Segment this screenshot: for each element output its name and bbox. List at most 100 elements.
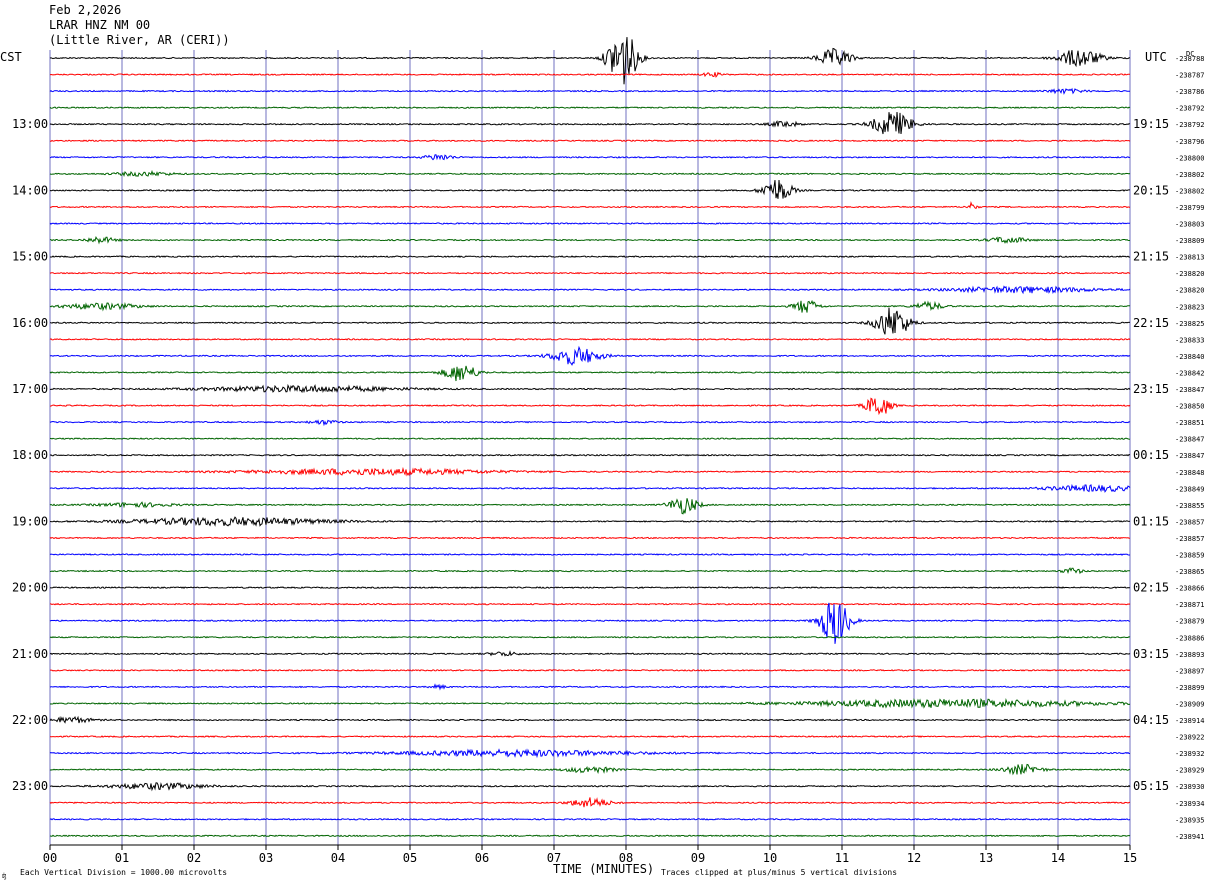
trace-offset-label: -238788 — [1175, 55, 1205, 63]
seismic-trace-line — [49, 748, 1130, 759]
trace-offset-label: -238865 — [1175, 568, 1205, 576]
station-location: (Little River, AR (CERI)) — [49, 33, 230, 47]
right-hour-label: 23:15 — [1133, 382, 1169, 396]
seismic-trace-line — [49, 466, 1131, 477]
left-hour-label: 16:00 — [12, 316, 48, 330]
right-hour-label: 05:15 — [1133, 779, 1169, 793]
trace-offset-label: -238833 — [1175, 336, 1205, 344]
trace-offset-label: -238823 — [1175, 303, 1205, 311]
vertical-division-note: Each Vertical Division = 1000.00 microvo… — [20, 868, 228, 877]
right-hour-label: 00:15 — [1133, 448, 1169, 462]
trace-offset-label: -238886 — [1175, 634, 1205, 642]
x-tick-label: 13 — [979, 851, 993, 865]
dc-label: DC — [1186, 50, 1195, 58]
clipping-note: Traces clipped at plus/minus 5 vertical … — [661, 868, 898, 877]
x-tick-label: 11 — [835, 851, 849, 865]
x-tick-label: 08 — [619, 851, 633, 865]
left-hour-label: 13:00 — [12, 117, 48, 131]
x-tick-label: 02 — [187, 851, 201, 865]
seismic-trace-line — [49, 834, 1131, 838]
trace-offset-label: -238786 — [1175, 88, 1205, 96]
x-axis-label: TIME (MINUTES) — [553, 862, 655, 876]
seismic-trace-line — [49, 71, 1131, 78]
trace-offset-label: -238802 — [1175, 171, 1205, 179]
seismic-trace-line — [49, 345, 1131, 366]
seismic-trace-line — [49, 179, 1130, 199]
seismic-trace-line — [49, 635, 1131, 639]
left-hour-label: 18:00 — [12, 448, 48, 462]
trace-offset-label: -238935 — [1175, 816, 1205, 824]
seismic-trace-line — [49, 683, 1131, 691]
left-hour-label: 15:00 — [12, 250, 48, 264]
left-hour-label: 23:00 — [12, 779, 48, 793]
trace-offset-label: -238851 — [1175, 419, 1205, 427]
seismic-trace-line — [49, 365, 1131, 382]
trace-offset-label: -238840 — [1175, 353, 1205, 361]
seismic-trace-line — [49, 338, 1131, 341]
seismic-trace-line — [50, 255, 1131, 258]
x-tick-label: 14 — [1051, 851, 1065, 865]
right-timezone-label: UTC — [1145, 50, 1167, 64]
trace-offset-label: -238796 — [1175, 138, 1205, 146]
right-hour-label: 19:15 — [1133, 117, 1169, 131]
seismic-trace-line — [49, 602, 1131, 606]
left-hour-label: 22:00 — [12, 713, 48, 727]
trace-offset-label: -238848 — [1175, 469, 1205, 477]
seismic-trace-line — [49, 763, 1131, 776]
trace-offset-label: -238859 — [1175, 552, 1205, 560]
trace-offset-label: -238787 — [1175, 72, 1205, 80]
seismic-trace-line — [49, 586, 1131, 589]
seismic-trace-line — [49, 735, 1131, 738]
seismic-trace-line — [49, 299, 1131, 313]
right-hour-label: 21:15 — [1133, 250, 1169, 264]
seismic-trace-line — [49, 271, 1131, 275]
seismic-trace-line — [49, 169, 1131, 178]
seismic-trace-line — [49, 154, 1131, 161]
seismic-trace-line — [49, 697, 1131, 709]
trace-offset-label: -238899 — [1175, 684, 1205, 692]
seismic-trace-line — [49, 498, 1131, 515]
seismic-trace-line — [49, 437, 1131, 440]
x-tick-label: 06 — [475, 851, 489, 865]
trace-offset-label: -238893 — [1175, 651, 1205, 659]
trace-offset-label: -238879 — [1175, 618, 1205, 626]
left-timezone-label: CST — [0, 50, 22, 64]
trace-offset-label: -238850 — [1175, 403, 1205, 411]
trace-offset-label: -238847 — [1175, 436, 1205, 444]
seismic-trace-line — [49, 397, 1131, 416]
seismic-trace-line — [49, 236, 1131, 245]
trace-offset-label: -238871 — [1175, 601, 1205, 609]
trace-offset-label: -238855 — [1175, 502, 1205, 510]
trace-offset-label: -238849 — [1175, 485, 1205, 493]
trace-offset-label: -238934 — [1175, 800, 1205, 808]
x-tick-label: 07 — [547, 851, 561, 865]
trace-offset-label: -238932 — [1175, 750, 1205, 758]
trace-offset-label: -238922 — [1175, 734, 1205, 742]
left-hour-label: 21:00 — [12, 647, 48, 661]
trace-offset-label: -238857 — [1175, 535, 1205, 543]
seismic-trace-line — [49, 111, 1131, 135]
trace-offset-label: -238941 — [1175, 833, 1205, 841]
x-tick-label: 05 — [403, 851, 417, 865]
seismic-trace-line — [50, 669, 1131, 672]
trace-offset-label: -238929 — [1175, 767, 1205, 775]
seismic-trace-line — [49, 797, 1131, 808]
seismic-trace-line — [49, 782, 1131, 792]
seismic-trace-line — [49, 222, 1131, 225]
left-hour-label: 17:00 — [12, 382, 48, 396]
seismic-trace-line — [49, 139, 1131, 143]
seismic-trace-line — [49, 553, 1130, 556]
x-tick-label: 01 — [115, 851, 129, 865]
right-hour-label: 03:15 — [1133, 647, 1169, 661]
plot-date: Feb 2,2026 — [49, 3, 122, 17]
right-hour-label: 04:15 — [1133, 713, 1169, 727]
trace-offset-label: -238820 — [1175, 287, 1205, 295]
trace-offset-label: -238909 — [1175, 700, 1205, 708]
trace-offset-label: -238914 — [1175, 717, 1205, 725]
left-hour-label: 20:00 — [12, 581, 48, 595]
trace-offset-label: -238847 — [1175, 452, 1205, 460]
x-tick-label: 10 — [763, 851, 777, 865]
seismic-trace-line — [49, 307, 1131, 335]
seismic-trace-line — [49, 602, 1131, 644]
